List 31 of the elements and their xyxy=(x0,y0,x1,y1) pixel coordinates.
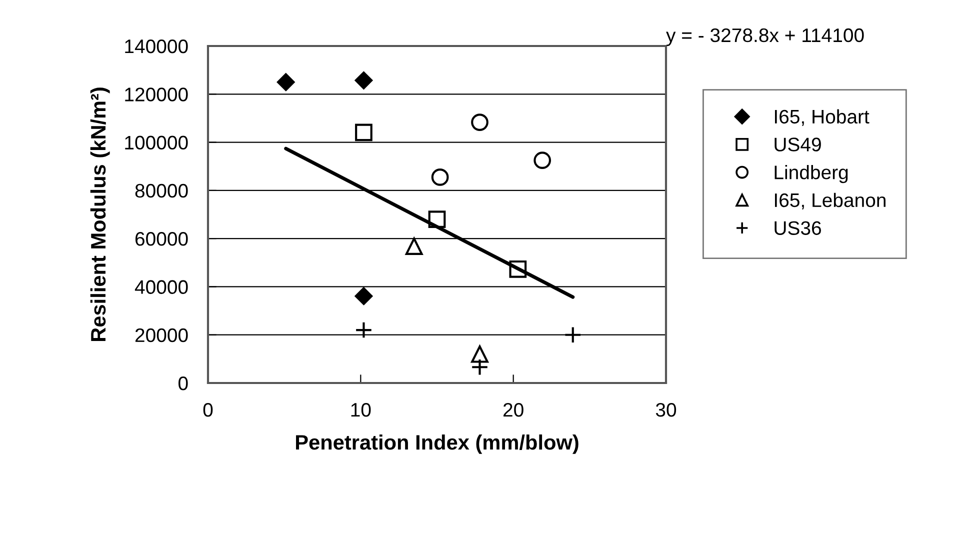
point xyxy=(471,345,488,363)
point xyxy=(431,168,449,186)
x-tick-label: 20 xyxy=(504,402,524,417)
x-tick-label: 10 xyxy=(351,402,371,417)
y-tick-label: 140000 xyxy=(125,39,188,54)
point xyxy=(534,152,552,170)
point xyxy=(354,72,373,90)
legend-label: US49 xyxy=(774,138,821,152)
point xyxy=(354,287,373,306)
legend-label: I65, Hobart xyxy=(775,109,870,126)
y-tick-label: 40000 xyxy=(134,280,188,294)
y-axis-title: Resilient Modulus (kN/m²) xyxy=(90,88,110,341)
y-tick-label: 0 xyxy=(178,376,188,390)
legend-label: I65, Lebanon xyxy=(775,192,886,210)
y-tick-label: 100000 xyxy=(125,136,188,150)
point xyxy=(405,238,423,255)
y-tick-label: 20000 xyxy=(135,328,188,342)
y-tick-label: 120000 xyxy=(125,88,188,102)
legend-label: US36 xyxy=(774,221,821,235)
y-tick-label: 80000 xyxy=(135,184,188,198)
point xyxy=(276,73,295,92)
x-tick-label: 0 xyxy=(203,402,213,417)
point xyxy=(355,124,372,142)
point xyxy=(509,260,527,278)
x-tick-label: 30 xyxy=(656,402,676,417)
y-tick-label: 60000 xyxy=(135,232,188,246)
x-axis-title: Penetration Index (mm/blow) xyxy=(296,434,578,454)
legend-label: Lindberg xyxy=(774,164,848,184)
point xyxy=(471,114,488,131)
point xyxy=(428,210,446,228)
text: y = - 3278.8x + 114100 xyxy=(666,28,864,46)
